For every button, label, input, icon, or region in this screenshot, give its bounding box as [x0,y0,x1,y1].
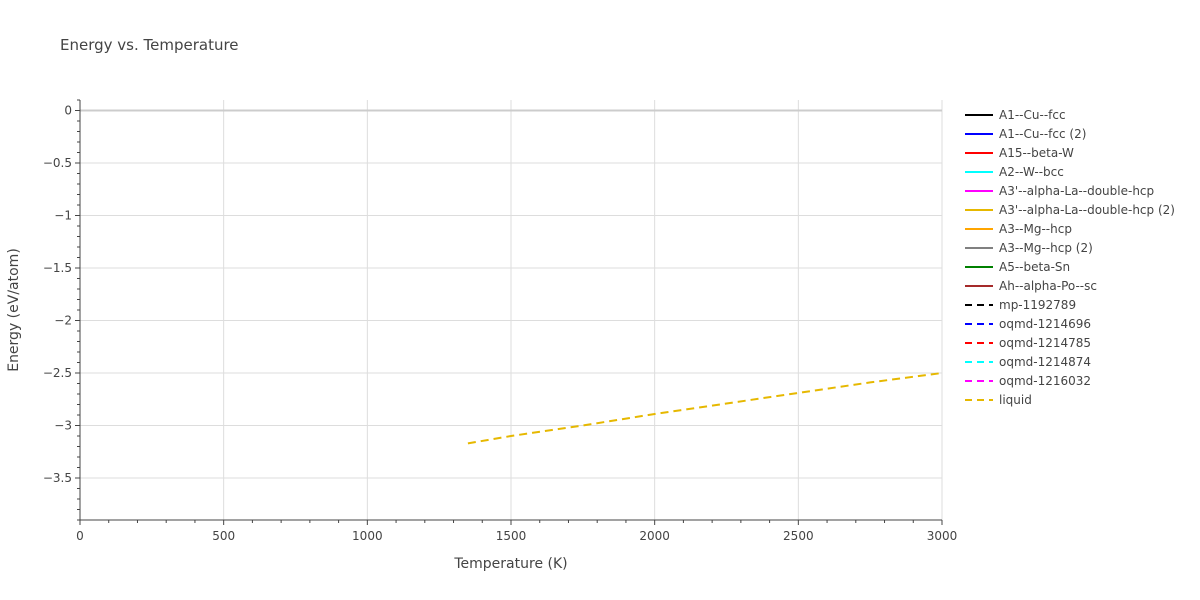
x-tick-label: 1500 [496,529,527,543]
legend-item: A3'--alpha-La--double-hcp [965,184,1154,198]
legend-item: A3--Mg--hcp (2) [965,241,1093,255]
legend-label: mp-1192789 [999,298,1076,312]
chart-title: Energy vs. Temperature [60,36,239,54]
legend-label: oqmd-1216032 [999,374,1091,388]
legend-label: Ah--alpha-Po--sc [999,279,1097,293]
legend-label: A1--Cu--fcc (2) [999,127,1086,141]
y-tick-label: −2.5 [43,366,72,380]
legend-item: oqmd-1216032 [965,374,1091,388]
legend: A1--Cu--fcc A1--Cu--fcc (2) A15--beta-W A2-… [965,108,1175,407]
series-line-liquid [467,372,943,445]
legend-label: A5--beta-Sn [999,260,1070,274]
legend-label: A2--W--bcc [999,165,1064,179]
legend-item: A5--beta-Sn [965,260,1070,274]
legend-label: liquid [999,393,1032,407]
axes: 0 500 1000 1500 2000 2500 3000 0 −0.5 −1 −1.5 −2 −2.… [43,99,958,543]
x-tick-label: 1000 [352,529,383,543]
legend-label: A1--Cu--fcc [999,108,1066,122]
series-lines [467,372,943,445]
x-tick-label: 2500 [783,529,814,543]
x-tick-label: 0 [76,529,84,543]
legend-item: A2--W--bcc [965,165,1064,179]
y-tick-label: 0 [64,104,72,118]
y-tick-label: −2 [54,314,72,328]
legend-item: A1--Cu--fcc (2) [965,127,1086,141]
x-tick-label: 3000 [927,529,958,543]
legend-label: A15--beta-W [999,146,1074,160]
legend-item: Ah--alpha-Po--sc [965,279,1097,293]
legend-item: mp-1192789 [965,298,1076,312]
legend-item: liquid [965,393,1032,407]
y-tick-label: −0.5 [43,156,72,170]
legend-item: A3--Mg--hcp [965,222,1072,236]
x-tick-label: 2000 [639,529,670,543]
legend-item: oqmd-1214874 [965,355,1091,369]
x-tick-label: 500 [212,529,235,543]
legend-label: oqmd-1214696 [999,317,1091,331]
y-tick-label: −3 [54,419,72,433]
legend-item: oqmd-1214785 [965,336,1091,350]
legend-label: A3'--alpha-La--double-hcp [999,184,1154,198]
legend-label: oqmd-1214785 [999,336,1091,350]
legend-item: A15--beta-W [965,146,1074,160]
y-tick-label: −1 [54,209,72,223]
y-tick-label: −1.5 [43,261,72,275]
y-tick-label: −3.5 [43,471,72,485]
grid [80,100,943,520]
legend-label: A3--Mg--hcp [999,222,1072,236]
legend-item: A3'--alpha-La--double-hcp (2) [965,203,1175,217]
legend-label: A3--Mg--hcp (2) [999,241,1093,255]
legend-label: oqmd-1214874 [999,355,1091,369]
legend-label: A3'--alpha-La--double-hcp (2) [999,203,1175,217]
x-axis-title: Temperature (K) [453,556,567,572]
y-axis-title: Energy (eV/atom) [6,248,22,372]
legend-item: A1--Cu--fcc [965,108,1066,122]
legend-item: oqmd-1214696 [965,317,1091,331]
